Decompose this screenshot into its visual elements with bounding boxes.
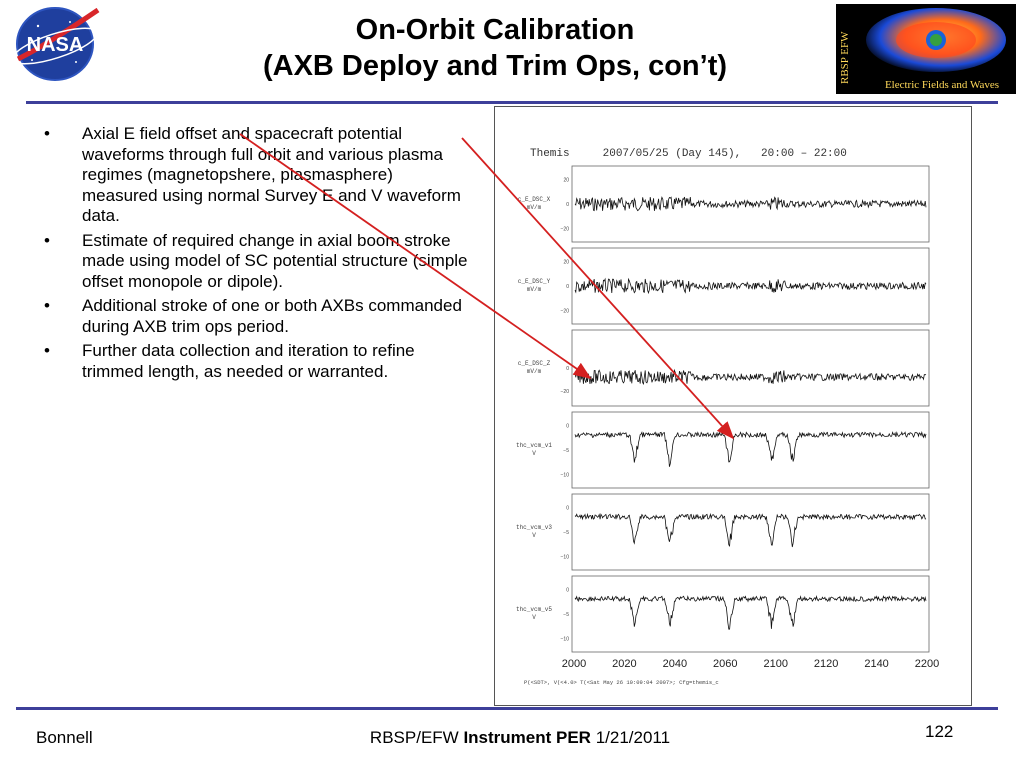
nasa-logo: NASA <box>12 7 100 81</box>
panel-tick-label: 0 <box>566 424 569 430</box>
panel-tick-label: −20 <box>561 308 570 314</box>
panel-tick-label: −10 <box>561 554 570 560</box>
panel-label: thc_vcm_v3 <box>516 524 552 531</box>
x-tick-label: 2060 <box>713 658 737 670</box>
bullet-symbol: • <box>44 230 50 250</box>
plot-header: Themis 2007/05/25 (Day 145), 20:00 – 22:… <box>530 148 847 160</box>
waveform-trace <box>574 277 927 295</box>
bottom-rule <box>16 707 998 710</box>
panel-unit: V <box>532 450 536 457</box>
panel-tick-label: −10 <box>561 636 570 642</box>
panel-label: thc_vcm_v1 <box>516 442 552 449</box>
slide-title-line1: On-Orbit Calibration <box>355 14 635 46</box>
x-tick-label: 2140 <box>864 658 888 670</box>
panel-unit: V <box>532 614 536 621</box>
panel-unit: V <box>532 532 536 539</box>
panel-box <box>571 575 930 653</box>
bullet-list: • Axial E field offset and spacecraft pot… <box>40 124 470 386</box>
bullet-item: • Additional stroke of one or both AXBs c… <box>40 296 470 337</box>
x-tick-label: 2100 <box>763 658 787 670</box>
panel-label: c_E_DSC_Y <box>518 278 551 285</box>
panel-box <box>571 329 930 407</box>
page-number: 122 <box>925 722 954 741</box>
footer-bold: Instrument PER <box>463 728 591 747</box>
waveform-trace <box>574 594 927 630</box>
waveform-trace <box>574 196 927 212</box>
panel-tick-label: 20 <box>563 178 569 184</box>
x-tick-label: 2000 <box>562 658 586 670</box>
footer-author: Bonnell <box>36 728 93 747</box>
rbsp-logo-vertical-text: RBSP EFW <box>839 31 851 84</box>
top-rule <box>26 101 998 104</box>
panel-unit: mV/m <box>527 286 542 293</box>
waveform-trace <box>574 431 927 467</box>
slide-title-line2: (AXB Deploy and Trim Ops, con’t) <box>262 50 728 82</box>
bullet-text: Further data collection and iteration to… <box>82 341 415 381</box>
panel-unit: mV/m <box>527 204 542 211</box>
waveform-figure: Themis 2007/05/25 (Day 145), 20:00 – 22:… <box>516 148 939 686</box>
panel-tick-label: 0 <box>566 366 569 372</box>
plot-footnote: P(<SDT>, V(<4.0> T(<Sat May 26 10:09:04 … <box>524 679 719 686</box>
panel-box <box>571 411 930 489</box>
bullet-text: Axial E field offset and spacecraft pote… <box>82 124 461 225</box>
x-tick-label: 2020 <box>612 658 636 670</box>
rbsp-logo-caption: Electric Fields and Waves <box>885 79 999 91</box>
panel-tick-label: 0 <box>566 506 569 512</box>
waveform-trace <box>574 512 927 548</box>
panel-tick-label: −5 <box>563 612 569 618</box>
bullet-item: • Axial E field offset and spacecraft pot… <box>40 124 470 227</box>
panel-tick-label: −10 <box>561 472 570 478</box>
panel-label: c_E_DSC_Z <box>518 360 551 367</box>
x-tick-label: 2040 <box>663 658 687 670</box>
panel-unit: mV/m <box>527 368 542 375</box>
bullet-text: Estimate of required change in axial boo… <box>82 230 468 291</box>
panel-tick-label: 0 <box>566 202 569 208</box>
plot-panels: c_E_DSC_XmV/m200−20c_E_DSC_YmV/m200−20c_… <box>516 165 930 653</box>
panel-tick-label: 20 <box>563 260 569 266</box>
rbsp-efw-logo: Electric Fields and Waves RBSP EFW <box>836 4 1016 94</box>
bullet-text: Additional stroke of one or both AXBs co… <box>82 296 462 336</box>
panel-tick-label: −5 <box>563 530 569 536</box>
slide-title: On-Orbit Calibration (AXB Deploy and Tri… <box>150 12 840 84</box>
panel-tick-label: 0 <box>566 284 569 290</box>
bullet-symbol: • <box>44 124 50 143</box>
bullet-symbol: • <box>44 296 50 315</box>
x-axis-ticks: 2000 2020 2040 2060 2100 2120 2140 2200 <box>562 658 939 670</box>
footer-prefix: RBSP/EFW <box>369 728 464 747</box>
bullet-item: • Estimate of required change in axial bo… <box>40 231 470 293</box>
footer-suffix: 1/21/2011 <box>590 728 671 747</box>
footer-center: RBSP/EFW Instrument PER 1/21/2011 <box>320 728 720 748</box>
panel-tick-label: −20 <box>561 226 570 232</box>
waveform-trace <box>574 368 927 386</box>
panel-tick-label: 0 <box>566 588 569 594</box>
panel-label: thc_vcm_v5 <box>516 606 552 613</box>
panel-tick-label: −5 <box>563 448 569 454</box>
bullet-symbol: • <box>44 341 50 360</box>
x-tick-label: 2200 <box>915 658 939 670</box>
panel-tick-label: −20 <box>561 389 570 395</box>
bullet-item: • Further data collection and iteration t… <box>40 341 470 382</box>
nasa-logo-text: NASA <box>27 34 84 56</box>
panel-box <box>571 493 930 571</box>
x-tick-label: 2120 <box>814 658 838 670</box>
panel-label: c_E_DSC_X <box>518 196 551 203</box>
